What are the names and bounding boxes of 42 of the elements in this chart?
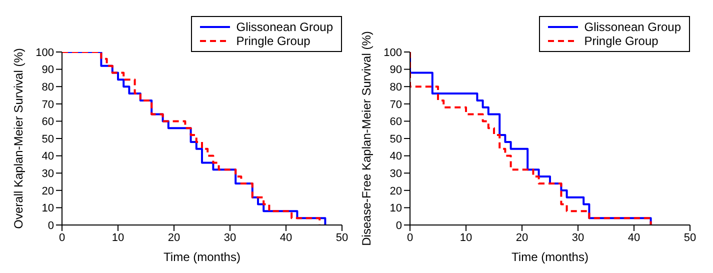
y-tick-label: 90: [390, 64, 402, 76]
y-tick-label: 0: [396, 220, 402, 232]
x-tick-label: 50: [336, 232, 348, 244]
y-tick-label: 100: [36, 46, 54, 59]
y-tick-label: 0: [48, 220, 54, 232]
x-tick-label: 10: [460, 232, 472, 244]
y-tick-label: 30: [390, 168, 402, 180]
x-tick-label: 10: [112, 232, 124, 244]
legend-label: Glissonean Group: [584, 20, 681, 34]
legend-label: Glissonean Group: [236, 20, 333, 34]
y-axis-title: Disease-Free Kaplan-Meier Survival (%): [359, 31, 374, 246]
y-tick-label: 100: [384, 46, 402, 59]
y-tick-label: 70: [390, 98, 402, 111]
x-tick-label: 0: [406, 232, 414, 244]
x-tick-label: 30: [224, 232, 236, 244]
legend-label: Pringle Group: [584, 34, 658, 48]
y-tick-label: 70: [42, 98, 54, 111]
x-tick-label: 30: [572, 232, 584, 244]
y-axis-title: Overall Kaplan-Meier Survival (%): [11, 48, 26, 229]
y-tick-label: 10: [390, 202, 402, 215]
x-axis-title: Time (months): [164, 250, 240, 264]
y-tick-label: 20: [390, 185, 402, 198]
y-tick-label: 60: [390, 116, 402, 128]
y-tick-label: 50: [390, 133, 402, 146]
y-tick-label: 80: [42, 82, 54, 94]
y-tick-label: 30: [42, 168, 54, 180]
y-tick-label: 40: [42, 150, 54, 163]
x-tick-label: 20: [168, 232, 180, 244]
y-tick-label: 90: [42, 64, 54, 76]
y-tick-label: 60: [42, 116, 54, 128]
x-tick-label: 0: [58, 232, 66, 244]
y-tick-label: 10: [42, 202, 54, 215]
legend-label: Pringle Group: [236, 34, 310, 48]
y-tick-label: 50: [42, 133, 54, 146]
y-tick-label: 80: [390, 82, 402, 94]
y-tick-label: 20: [42, 185, 54, 198]
x-tick-label: 20: [516, 232, 528, 244]
x-tick-label: 40: [628, 232, 640, 244]
x-axis-title: Time (months): [512, 250, 588, 264]
x-tick-label: 50: [684, 232, 696, 244]
x-tick-label: 40: [280, 232, 292, 244]
y-tick-label: 40: [390, 150, 402, 163]
